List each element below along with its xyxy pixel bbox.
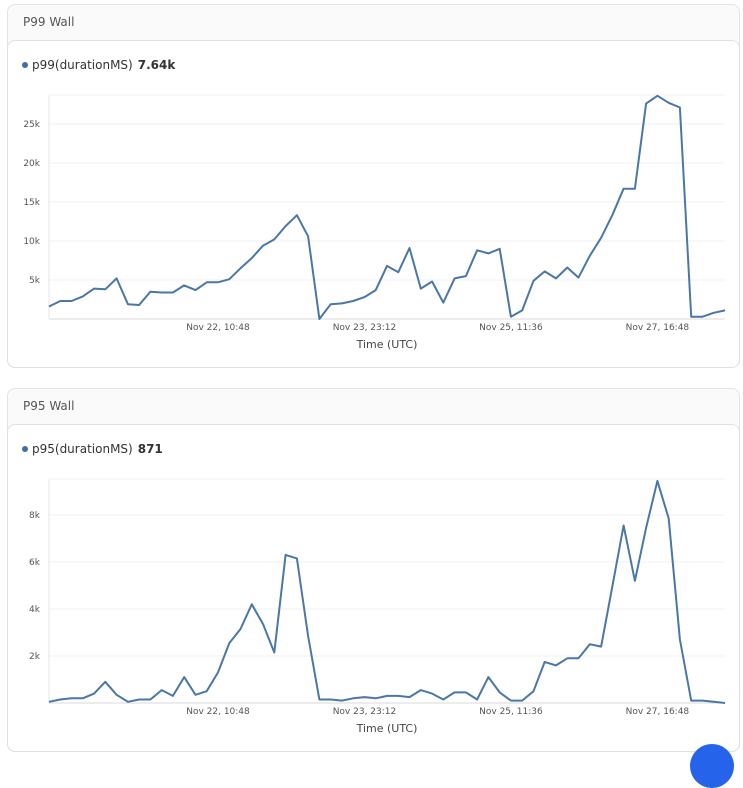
y-tick-label: 20k	[23, 159, 40, 169]
y-tick-label: 4k	[29, 605, 41, 615]
legend-dot-icon	[22, 446, 28, 452]
y-tick-label: 15k	[23, 198, 40, 208]
legend-label: p95(durationMS)	[32, 442, 133, 456]
x-tick-label: Nov 23, 23:12	[333, 707, 397, 717]
y-tick-label: 25k	[23, 120, 40, 130]
floating-action-button[interactable]	[690, 744, 734, 788]
legend-label: p99(durationMS)	[32, 58, 133, 72]
panel-p99-wall: P99 Wall p99(durationMS) 7.64k 5k 10k 15k 2…	[7, 4, 740, 368]
legend-dot-icon	[22, 62, 28, 68]
x-tick-label: Nov 22, 10:48	[186, 323, 250, 333]
y-tick-label: 2k	[29, 652, 41, 662]
x-tick-label: Nov 27, 16:48	[626, 323, 690, 333]
y-tick-label: 10k	[23, 237, 40, 247]
x-tick-label: Nov 25, 11:36	[479, 707, 543, 717]
y-tick-label: 8k	[29, 511, 41, 521]
x-axis-title: Time (UTC)	[356, 338, 418, 351]
x-tick-label: Nov 25, 11:36	[479, 323, 543, 333]
legend-value: 7.64k	[137, 58, 176, 72]
series-line	[48, 94, 726, 320]
x-axis-title: Time (UTC)	[356, 722, 418, 735]
x-tick-label: Nov 27, 16:48	[626, 707, 690, 717]
y-tick-label: 5k	[29, 276, 41, 286]
legend[interactable]: p99(durationMS) 7.64k	[22, 58, 175, 72]
x-tick-label: Nov 23, 23:12	[333, 323, 397, 333]
chart-container: p99(durationMS) 7.64k 5k 10k 15k 20k 25k Nov …	[7, 40, 740, 368]
legend[interactable]: p95(durationMS) 871	[22, 442, 163, 456]
legend-value: 871	[137, 442, 163, 456]
p95-line-chart[interactable]: 2k 4k 6k 8k Nov 22, 10:48 Nov 23, 23:12 Nov 25…	[8, 425, 739, 751]
chart-container: p95(durationMS) 871 2k 4k 6k 8k Nov 22, 10:4…	[7, 424, 740, 752]
panel-p95-wall: P95 Wall p95(durationMS) 871 2k 4k 6k 8k Nov…	[7, 388, 740, 752]
x-tick-label: Nov 22, 10:48	[186, 707, 250, 717]
y-tick-label: 6k	[29, 558, 41, 568]
panel-title: P99 Wall	[23, 15, 75, 29]
p99-line-chart[interactable]: 5k 10k 15k 20k 25k Nov 22, 10:48 Nov 23, 23:12…	[8, 41, 739, 367]
series-line	[48, 479, 726, 704]
panel-title: P95 Wall	[23, 399, 75, 413]
